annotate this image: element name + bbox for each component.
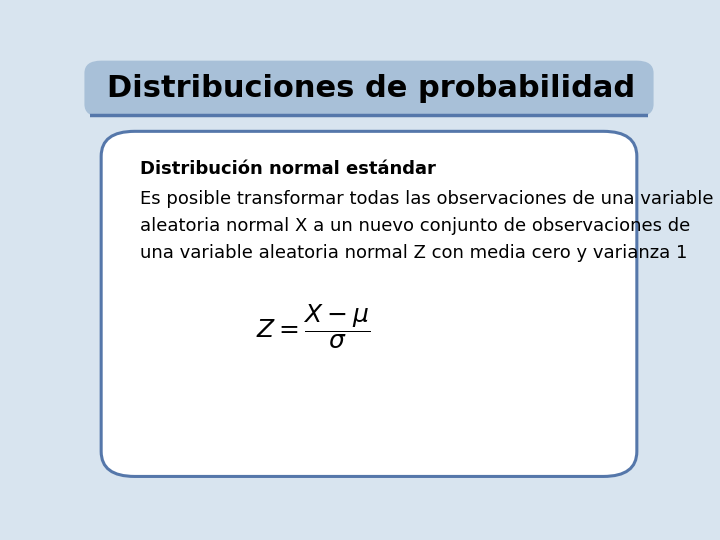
FancyBboxPatch shape bbox=[84, 60, 654, 117]
Text: Distribuciones de probabilidad: Distribuciones de probabilidad bbox=[107, 74, 635, 103]
Text: Es posible transformar todas las observaciones de una variable
aleatoria normal : Es posible transformar todas las observa… bbox=[140, 190, 714, 262]
Text: $Z = \dfrac{X - \mu}{\sigma}$: $Z = \dfrac{X - \mu}{\sigma}$ bbox=[256, 302, 370, 350]
Text: Distribución normal estándar: Distribución normal estándar bbox=[140, 160, 436, 178]
FancyBboxPatch shape bbox=[101, 131, 637, 476]
